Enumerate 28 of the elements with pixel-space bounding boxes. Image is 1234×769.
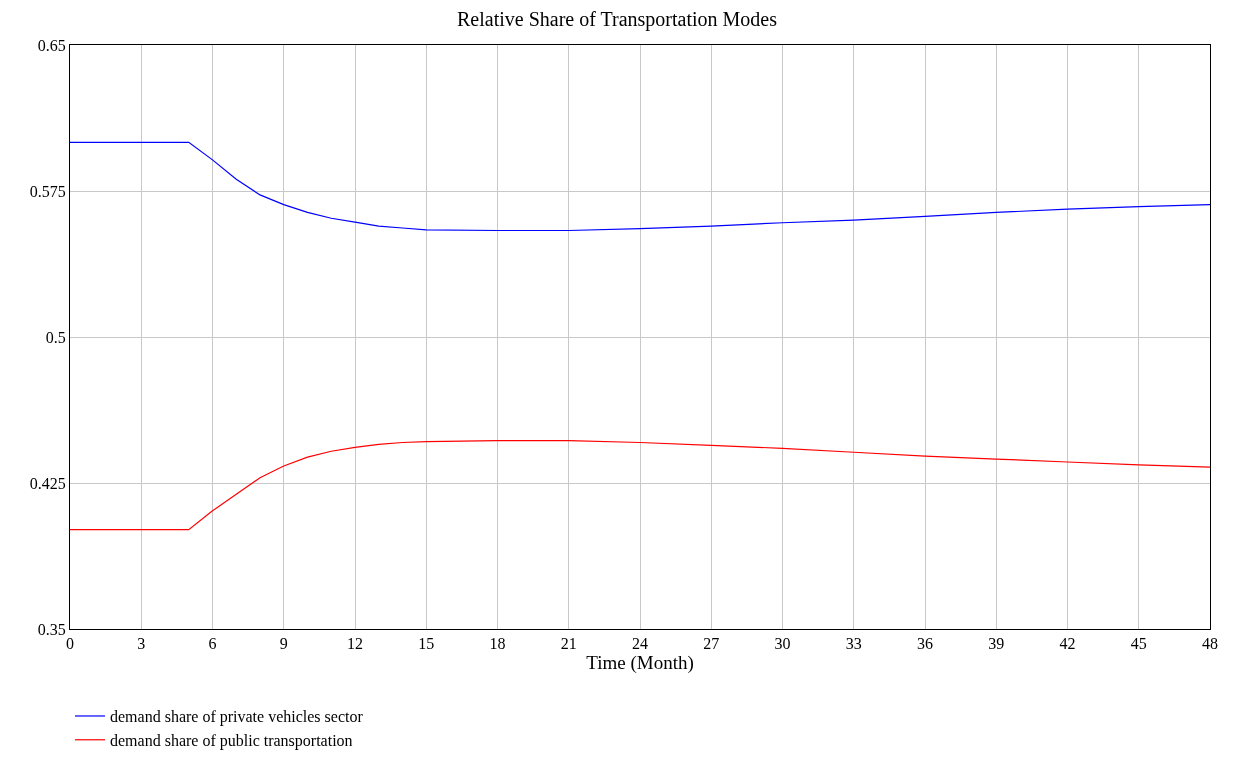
chart-title: Relative Share of Transportation Modes bbox=[457, 7, 778, 31]
x-tick-label: 45 bbox=[1130, 635, 1147, 653]
x-tick-label: 42 bbox=[1059, 635, 1076, 653]
x-tick-label: 15 bbox=[418, 635, 435, 653]
legend-label: demand share of public transportation bbox=[110, 732, 353, 751]
x-tick-label: 27 bbox=[703, 635, 720, 653]
line-series bbox=[70, 439, 1210, 531]
x-tick-label: 9 bbox=[279, 635, 288, 653]
x-tick-label: 24 bbox=[632, 635, 648, 653]
x-tick-label: 30 bbox=[774, 635, 791, 653]
x-tick-label: 3 bbox=[137, 635, 146, 653]
y-tick-label: 0.575 bbox=[29, 182, 66, 200]
y-tick-label: 0.5 bbox=[45, 328, 66, 346]
x-tick-label: 6 bbox=[208, 635, 217, 653]
x-tick-label: 39 bbox=[988, 635, 1005, 653]
x-tick-label: 48 bbox=[1202, 635, 1218, 653]
x-tick-label: 0 bbox=[66, 635, 74, 653]
y-tick-label: 0.425 bbox=[29, 474, 66, 492]
legend-label: demand share of private vehicles sector bbox=[110, 708, 364, 727]
x-tick-label: 21 bbox=[560, 635, 577, 653]
y-tick-label: 0.65 bbox=[37, 36, 66, 54]
x-tick-label: 18 bbox=[489, 635, 506, 653]
x-axis-title: Time (Month) bbox=[586, 652, 694, 675]
x-tick-label: 12 bbox=[347, 635, 363, 653]
y-tick-label: 0.35 bbox=[37, 620, 66, 638]
x-tick-label: 36 bbox=[917, 635, 933, 653]
line-series bbox=[70, 141, 1210, 232]
x-tick-label: 33 bbox=[845, 635, 862, 653]
